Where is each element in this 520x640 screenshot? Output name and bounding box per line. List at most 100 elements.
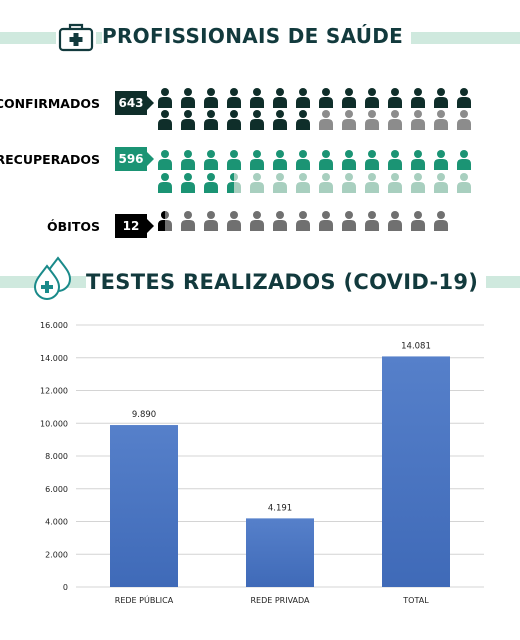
- person-icon-empty: [411, 173, 425, 193]
- person-icon-filled: [296, 88, 310, 108]
- person-icon-filled: [273, 150, 287, 170]
- person-icon-empty: [388, 110, 402, 130]
- person-icon-filled: [296, 150, 310, 170]
- person-icon-filled: [204, 173, 218, 193]
- person-icon-filled: [181, 110, 195, 130]
- person-icon-empty: [273, 211, 287, 231]
- person-icon-empty: [342, 211, 356, 231]
- person-icon-empty: [388, 211, 402, 231]
- person-icon-filled: [411, 150, 425, 170]
- stat-badge-obitos: 12: [115, 214, 154, 238]
- person-icon-filled: [342, 150, 356, 170]
- y-tick-label: 6.000: [45, 485, 68, 494]
- person-icon-empty: [250, 211, 264, 231]
- person-icon-filled: [388, 150, 402, 170]
- person-icon-empty: [457, 173, 471, 193]
- person-icon-empty: [411, 110, 425, 130]
- bar-value-label: 9.890: [132, 410, 156, 420]
- person-icon-filled: [204, 110, 218, 130]
- person-icon-empty: [342, 110, 356, 130]
- person-icon-empty: [319, 211, 333, 231]
- person-icon-empty: [227, 211, 241, 231]
- person-icon-empty: [273, 173, 287, 193]
- person-icon-empty: [434, 173, 448, 193]
- person-icon-filled: [181, 150, 195, 170]
- test-drop-icon: [33, 256, 72, 301]
- stat-badge-confirmados: 643: [115, 91, 154, 115]
- person-icon-filled: [204, 150, 218, 170]
- person-icon-empty: [342, 173, 356, 193]
- person-icon-filled: [365, 88, 379, 108]
- person-icon-empty: [250, 173, 264, 193]
- person-icon-filled: [319, 150, 333, 170]
- x-tick-label: TOTAL: [402, 596, 429, 605]
- person-icon-filled: [434, 88, 448, 108]
- person-icon-filled: [273, 110, 287, 130]
- person-icon-filled: [227, 88, 241, 108]
- person-icon-filled: [227, 150, 241, 170]
- person-icon-empty: [411, 211, 425, 231]
- y-tick-label: 16.000: [40, 321, 68, 330]
- person-icon-filled: [250, 150, 264, 170]
- person-icon-filled: [388, 88, 402, 108]
- bar-value-label: 4.191: [268, 503, 292, 513]
- person-icon-filled: [457, 150, 471, 170]
- person-icon-filled: [250, 110, 264, 130]
- person-icon-empty: [319, 173, 333, 193]
- person-icon-empty: [181, 211, 195, 231]
- person-icon-filled: [319, 88, 333, 108]
- x-tick-label: REDE PÚBLICA: [115, 594, 174, 605]
- person-icon-filled: [273, 88, 287, 108]
- person-icon-filled: [296, 110, 310, 130]
- person-icon-empty: [365, 110, 379, 130]
- person-icon-filled: [365, 150, 379, 170]
- y-tick-label: 4.000: [45, 518, 68, 527]
- person-icon-empty: [388, 173, 402, 193]
- people-pictograms: [158, 88, 471, 231]
- y-tick-label: 10.000: [40, 419, 68, 428]
- y-tick-label: 8.000: [45, 452, 68, 461]
- person-icon-empty: [204, 211, 218, 231]
- person-icon-empty: [457, 110, 471, 130]
- tests-bar-chart: 0 2.000 4.000 6.000 8.000 10.000 12.000 14.000 1…: [40, 321, 484, 605]
- person-icon-empty: [296, 211, 310, 231]
- x-tick-label: REDE PRIVADA: [250, 596, 310, 605]
- medical-kit-icon: [56, 23, 96, 52]
- person-icon-empty: [296, 173, 310, 193]
- stat-label-confirmados: CONFIRMADOS: [0, 96, 100, 111]
- person-icon-filled: [342, 88, 356, 108]
- person-icon-filled: [158, 150, 172, 170]
- person-icon-filled: [158, 110, 172, 130]
- section2-title: TESTES REALIZADOS (COVID-19): [86, 270, 487, 294]
- pictogram-recuperados: [158, 150, 471, 193]
- pictogram-obitos: [158, 211, 448, 231]
- person-icon-partial: [158, 211, 165, 231]
- bar-value-label: 14.081: [401, 341, 431, 351]
- person-icon-empty: [365, 173, 379, 193]
- person-icon-empty: [365, 211, 379, 231]
- person-icon-partial: [227, 173, 234, 193]
- pictogram-confirmados: [158, 88, 471, 130]
- section1-title: PROFISSIONAIS DE SAÚDE: [102, 24, 412, 48]
- person-icon-filled: [158, 173, 172, 193]
- person-icon-empty: [434, 211, 448, 231]
- y-tick-label: 0: [63, 583, 68, 592]
- person-icon-filled: [457, 88, 471, 108]
- person-icon-filled: [158, 88, 172, 108]
- person-icon-empty: [319, 110, 333, 130]
- stat-badge-recuperados: 596: [115, 147, 154, 171]
- person-icon-filled: [204, 88, 218, 108]
- y-tick-label: 2.000: [45, 550, 68, 559]
- person-icon-filled: [181, 88, 195, 108]
- bar: [382, 356, 450, 587]
- person-icon-filled: [227, 110, 241, 130]
- bar: [110, 425, 178, 587]
- stat-label-obitos: ÓBITOS: [47, 219, 100, 234]
- person-icon-filled: [250, 88, 264, 108]
- person-icon-filled: [411, 88, 425, 108]
- person-icon-filled: [434, 150, 448, 170]
- y-tick-label: 12.000: [40, 387, 68, 396]
- person-icon-filled: [181, 173, 195, 193]
- bar: [246, 518, 314, 587]
- person-icon-empty: [434, 110, 448, 130]
